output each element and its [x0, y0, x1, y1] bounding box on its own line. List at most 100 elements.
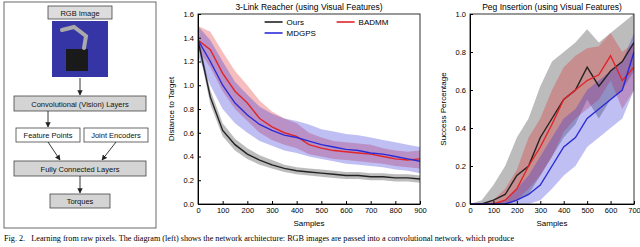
- x-tick: 800: [390, 201, 403, 215]
- output-box: [50, 194, 110, 208]
- x-axis-line: [199, 204, 421, 205]
- image-arm: [62, 27, 86, 48]
- line: [198, 40, 420, 179]
- x-tick-mark: [517, 201, 518, 204]
- y-tick-mark: [470, 90, 473, 91]
- x-tick-mark: [420, 201, 421, 204]
- legend-entry: MDGPS: [265, 29, 316, 38]
- x-tick-label: 300: [535, 206, 548, 215]
- x-tick-label: 800: [390, 206, 403, 215]
- y-tick-label: 0.4: [456, 124, 466, 133]
- y-tick: 0.4: [184, 152, 201, 161]
- y-tick-label: 0.0: [456, 200, 466, 209]
- image-block: [66, 49, 88, 71]
- x-tick: 100: [488, 201, 501, 215]
- x-tick-mark: [611, 201, 612, 204]
- x-tick: 600: [605, 201, 618, 215]
- y-tick-mark: [198, 14, 201, 15]
- x-tick: 400: [291, 201, 304, 215]
- image_label-box: [48, 6, 112, 19]
- x-tick-mark: [297, 201, 298, 204]
- y-tick-label: 0.0: [184, 200, 194, 209]
- legend-label: BADMM: [359, 18, 389, 27]
- x-tick-label: 500: [581, 206, 594, 215]
- y-tick: 1.4: [184, 34, 201, 43]
- band: [470, 33, 634, 204]
- arrow: [48, 111, 49, 127]
- features-box: [16, 128, 80, 142]
- arrow: [80, 176, 81, 193]
- x-tick-mark: [272, 201, 273, 204]
- y-tick: 0.8: [184, 105, 201, 114]
- arrow: [102, 142, 116, 160]
- x-tick: 700: [628, 201, 640, 215]
- rgb-image: [52, 21, 108, 77]
- y-axis: 0.00.20.40.60.81.0: [456, 10, 473, 209]
- y-tick-label: 0.6: [184, 129, 194, 138]
- y-tick: 0.2: [456, 162, 473, 171]
- x-tick-label: 100: [217, 206, 230, 215]
- x-tick-label: 200: [511, 206, 524, 215]
- y-tick: 0.0: [456, 200, 473, 209]
- x-tick-label: 900: [414, 206, 427, 215]
- line: [198, 40, 420, 160]
- y-axis-line: [470, 15, 471, 205]
- y-tick-mark: [198, 38, 201, 39]
- legend-label: Ours: [287, 18, 304, 27]
- x-tick: 500: [316, 201, 329, 215]
- x-tick-label: 200: [242, 206, 255, 215]
- chart: 01002003004005006007000.00.20.40.60.81.0…: [439, 2, 640, 228]
- x-tick-label: 500: [316, 206, 329, 215]
- legend-entry: BADMM: [337, 18, 389, 27]
- x-tick-mark: [346, 201, 347, 204]
- x-tick: 600: [340, 201, 353, 215]
- y-tick: 1.0: [456, 10, 473, 19]
- y-tick: 0.0: [184, 200, 201, 209]
- x-tick: 500: [581, 201, 594, 215]
- x-tick-mark: [247, 201, 248, 204]
- y-tick-label: 0.4: [184, 152, 194, 161]
- x-axis-title: Samples: [293, 219, 324, 228]
- x-axis-line: [471, 204, 635, 205]
- y-tick-mark: [198, 85, 201, 86]
- y-tick-mark: [198, 157, 201, 158]
- arrow: [80, 78, 81, 95]
- chart-title: 3-Link Reacher (using Visual Features): [235, 2, 382, 12]
- legend-swatch: [337, 21, 355, 23]
- x-tick-mark: [493, 201, 494, 204]
- x-tick-mark: [634, 201, 635, 204]
- y-tick-label: 1.6: [184, 10, 194, 19]
- x-axis-title: Samples: [536, 219, 567, 228]
- legend-swatch: [265, 32, 283, 34]
- y-axis: 0.00.20.40.60.81.01.21.41.6: [184, 10, 201, 209]
- x-tick-label: 600: [340, 206, 353, 215]
- plot-frame: [470, 14, 634, 204]
- image_label-label: RGB Image: [60, 9, 99, 18]
- conv-box: [14, 96, 146, 111]
- x-tick-mark: [587, 201, 588, 204]
- legend: Ours BADMM MDGPS: [265, 18, 389, 38]
- x-tick-label: 700: [628, 206, 640, 215]
- y-tick-label: 0.2: [184, 176, 194, 185]
- chart-title: Peg Insertion (using Visual Features): [482, 2, 622, 12]
- x-tick-label: 700: [365, 206, 378, 215]
- x-tick-mark: [540, 201, 541, 204]
- legend-label: MDGPS: [287, 29, 316, 38]
- y-tick-label: 1.4: [184, 34, 194, 43]
- x-axis: 0100200300400500600700800900: [196, 201, 426, 215]
- x-tick: 900: [414, 201, 427, 215]
- x-tick-label: 400: [558, 206, 571, 215]
- line: [470, 52, 634, 204]
- line: [470, 56, 634, 204]
- y-tick-mark: [470, 128, 473, 129]
- y-tick-mark: [470, 14, 473, 15]
- plot-frame: [198, 14, 420, 204]
- output-label: Torques: [67, 197, 94, 206]
- line: [198, 40, 420, 161]
- y-axis-title: Success Percentage: [439, 72, 448, 146]
- x-tick-mark: [564, 201, 565, 204]
- x-tick-label: 600: [605, 206, 618, 215]
- y-tick: 1.6: [184, 10, 201, 19]
- arrow: [48, 142, 60, 160]
- legend-swatch: [265, 21, 283, 23]
